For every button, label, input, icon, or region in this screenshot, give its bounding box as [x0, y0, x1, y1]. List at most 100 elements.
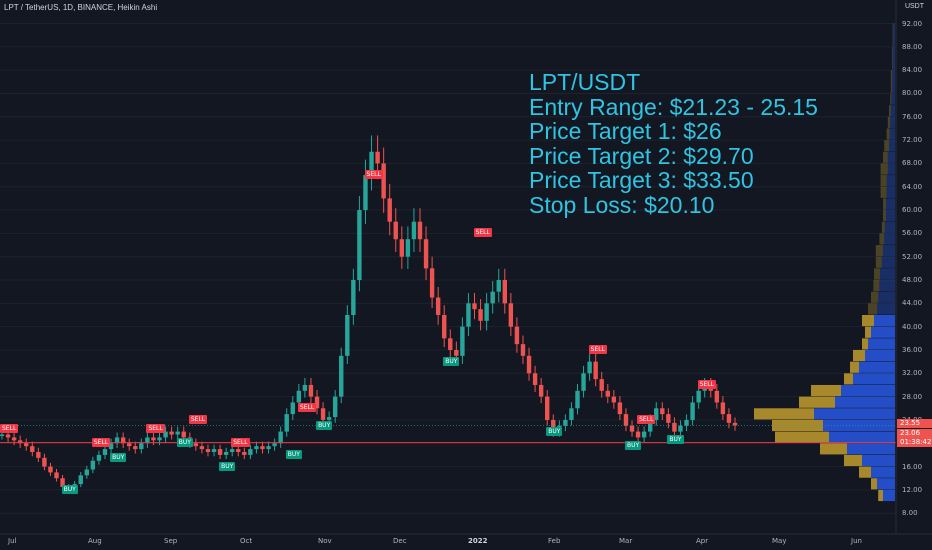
profile-bar-up	[835, 396, 895, 408]
price-axis-label: 48.00	[902, 276, 923, 285]
candle-down	[387, 198, 392, 222]
profile-bar-down	[883, 198, 886, 210]
candle-down	[36, 452, 41, 458]
grid-lines	[0, 23, 896, 514]
profile-bar-down	[886, 128, 890, 140]
candle-down	[720, 402, 726, 415]
profile-bar-down	[865, 326, 871, 338]
profile-bar-down	[884, 140, 889, 152]
candle-up	[78, 475, 83, 485]
candle-down	[508, 303, 514, 327]
candle-up	[575, 390, 580, 409]
candle-down	[193, 443, 199, 447]
profile-bar-up	[890, 105, 895, 117]
time-axis-label: Aug	[88, 537, 102, 545]
candle-down	[133, 446, 138, 450]
profile-bar-down	[862, 315, 874, 327]
candle-down	[181, 431, 186, 438]
profile-bar-up	[892, 70, 895, 93]
candle-down	[732, 422, 738, 426]
candle-up	[332, 396, 338, 418]
candle-up	[223, 452, 229, 455]
candle-up	[466, 303, 471, 327]
profile-bar-up	[889, 140, 895, 152]
profile-bar-up	[887, 163, 895, 175]
time-axis-label: Nov	[318, 537, 332, 545]
price-axis-label: 8.00	[902, 509, 918, 518]
candle-down	[520, 344, 526, 356]
candle-down	[617, 402, 623, 415]
candle-down	[17, 440, 23, 444]
sell-signal: SELL	[91, 438, 111, 448]
profile-bar-down	[880, 163, 888, 175]
candle-up	[266, 446, 271, 450]
price-axis-label: 44.00	[902, 299, 923, 308]
candle-up	[363, 175, 368, 211]
profile-bar-up	[893, 23, 895, 47]
candle-down	[442, 315, 447, 339]
profile-bar-down	[890, 93, 892, 105]
buy-signal: BUY	[625, 441, 642, 451]
profile-bar-down	[889, 105, 891, 117]
candle-down	[5, 434, 11, 438]
price-axis-label: 60.00	[902, 206, 923, 215]
candle-down	[24, 443, 29, 447]
note-line-stop-loss: Stop Loss: $20.10	[529, 191, 715, 218]
profile-bar-up	[878, 291, 895, 303]
candle-up	[345, 315, 350, 356]
candle-down	[472, 303, 477, 310]
profile-bar-down	[874, 268, 880, 280]
currency-label: USDT	[904, 3, 924, 10]
note-line-target-1: Price Target 1: $26	[529, 118, 722, 144]
candle-down	[514, 326, 520, 345]
buy-signal: BUY	[61, 484, 78, 494]
time-axis-label: Oct	[240, 537, 253, 545]
time-axis-label: Dec	[393, 537, 407, 545]
candle-down	[526, 355, 532, 374]
buy-signal: BUY	[546, 426, 563, 436]
profile-bar-up	[884, 221, 895, 233]
profile-bar-down	[873, 280, 880, 292]
price-axis-label: 72.00	[902, 136, 923, 145]
candle-up	[272, 443, 277, 447]
profile-bar-down	[880, 175, 887, 187]
profile-bar-up	[871, 326, 895, 338]
candle-down	[454, 349, 459, 356]
profile-bar-down	[775, 431, 829, 443]
profile-bar-down	[890, 70, 892, 93]
sell-signal: SELL	[473, 228, 492, 238]
candle-down	[538, 384, 544, 397]
candle-up	[114, 437, 120, 444]
candle-up	[175, 431, 180, 435]
sell-signal: SELL	[588, 344, 607, 354]
symbol-header[interactable]: LPT / TetherUS, 1D, BINANCE, Heikin Ashi	[4, 3, 158, 12]
candle-down	[423, 239, 429, 269]
price-axis-label: 88.00	[902, 42, 923, 51]
profile-bar-up	[891, 93, 895, 105]
candle-up	[581, 373, 586, 391]
trade-note[interactable]: LPT/USDT Entry Range: $21.23 - 25.15 Pri…	[529, 70, 818, 217]
candle-down	[151, 437, 156, 441]
buy-signal: BUY	[219, 461, 236, 471]
candle-down	[30, 446, 35, 453]
candle-up	[278, 431, 283, 444]
price-axis-label: 12.00	[902, 485, 923, 494]
candle-down	[605, 390, 610, 397]
profile-bar-down	[880, 186, 887, 198]
profile-bar-up	[887, 151, 895, 163]
candle-up	[290, 402, 295, 415]
time-axis-label: Feb	[548, 537, 561, 545]
price-axis-label: 68.00	[902, 159, 923, 168]
candle-down	[393, 221, 398, 240]
candle-down	[320, 408, 326, 420]
candle-down	[629, 425, 635, 432]
time-axis-label: 2022	[468, 537, 488, 545]
profile-bar-up	[829, 431, 895, 443]
sell-signal: SELL	[146, 423, 165, 433]
candle-down	[314, 396, 320, 409]
profile-bar-down	[892, 23, 894, 47]
profile-bar-down	[878, 489, 883, 502]
profile-bar-up	[877, 478, 895, 490]
sell-signal: SELL	[364, 170, 383, 180]
